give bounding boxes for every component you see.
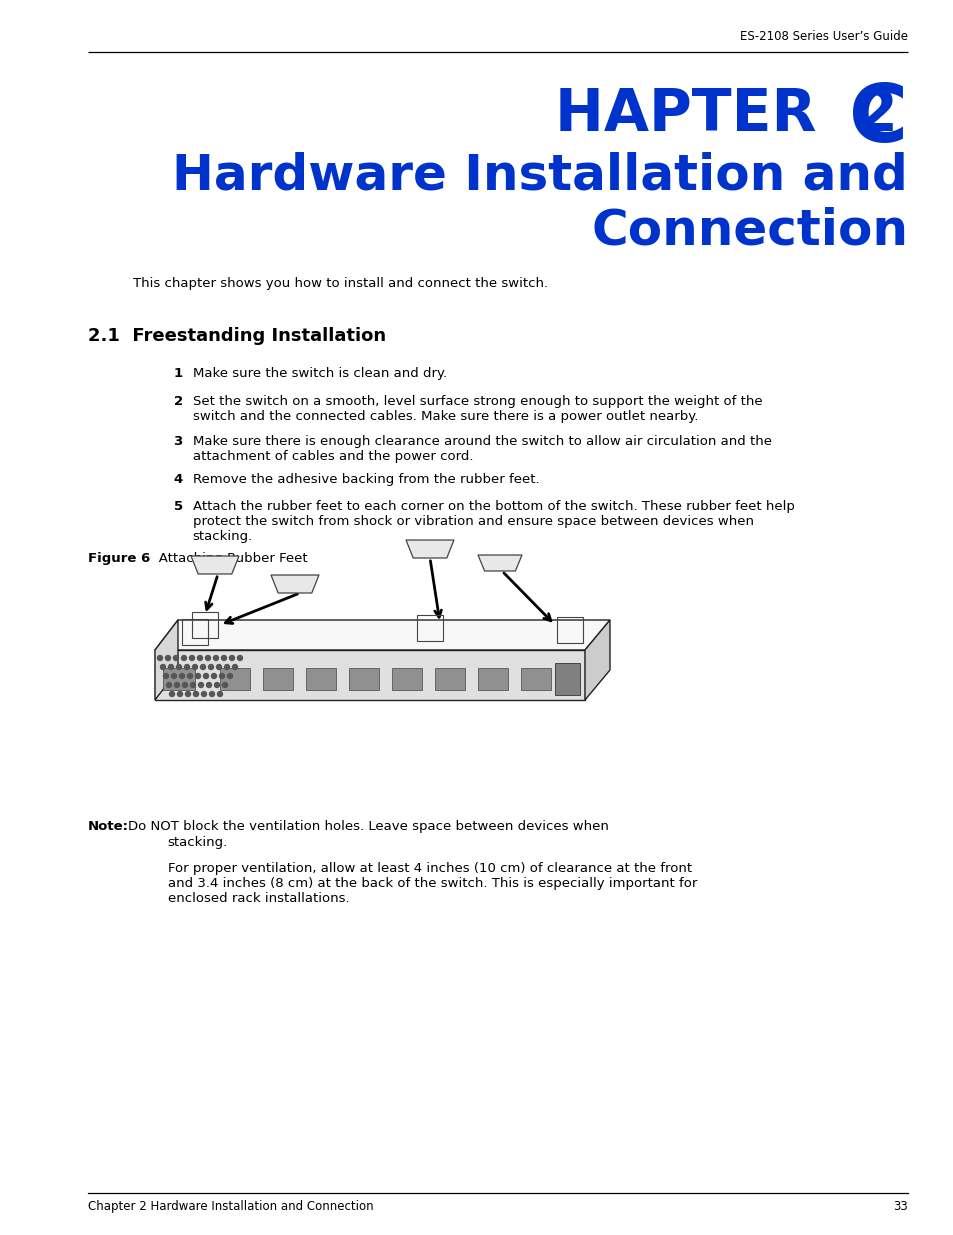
Circle shape	[224, 664, 230, 669]
Polygon shape	[306, 668, 335, 690]
Circle shape	[212, 673, 216, 678]
Text: Hardware Installation and: Hardware Installation and	[172, 151, 907, 199]
Circle shape	[176, 664, 181, 669]
Circle shape	[219, 673, 224, 678]
Circle shape	[167, 683, 172, 688]
Polygon shape	[154, 650, 584, 700]
Polygon shape	[406, 540, 454, 558]
Text: 2.1  Freestanding Installation: 2.1 Freestanding Installation	[88, 327, 385, 345]
Circle shape	[221, 656, 226, 661]
Circle shape	[182, 683, 188, 688]
Circle shape	[206, 683, 212, 688]
Polygon shape	[163, 668, 194, 690]
Text: ES-2108 Series User’s Guide: ES-2108 Series User’s Guide	[740, 30, 907, 43]
Text: Make sure the switch is clean and dry.: Make sure the switch is clean and dry.	[193, 367, 446, 380]
Polygon shape	[154, 620, 609, 650]
Circle shape	[174, 683, 179, 688]
Text: Figure 6: Figure 6	[88, 552, 150, 564]
Circle shape	[197, 656, 202, 661]
Polygon shape	[263, 668, 293, 690]
Polygon shape	[154, 620, 178, 700]
Text: Connection: Connection	[591, 206, 907, 254]
Circle shape	[213, 656, 218, 661]
Text: 1: 1	[173, 367, 183, 380]
Circle shape	[190, 656, 194, 661]
Circle shape	[173, 656, 178, 661]
Circle shape	[214, 683, 219, 688]
Circle shape	[216, 664, 221, 669]
Text: 4: 4	[173, 473, 183, 487]
Circle shape	[227, 673, 233, 678]
Polygon shape	[555, 663, 579, 695]
Circle shape	[217, 692, 222, 697]
Text: 2: 2	[173, 395, 183, 408]
Circle shape	[179, 673, 184, 678]
Circle shape	[210, 692, 214, 697]
Circle shape	[157, 656, 162, 661]
Circle shape	[200, 664, 205, 669]
Circle shape	[188, 673, 193, 678]
Circle shape	[191, 683, 195, 688]
Circle shape	[198, 683, 203, 688]
Text: C: C	[848, 82, 907, 159]
Text: Attach the rubber feet to each corner on the bottom of the switch. These rubber : Attach the rubber feet to each corner on…	[193, 500, 794, 543]
Text: 33: 33	[893, 1200, 907, 1213]
Circle shape	[184, 664, 190, 669]
Circle shape	[177, 692, 182, 697]
Circle shape	[170, 692, 174, 697]
Polygon shape	[392, 668, 421, 690]
Text: This chapter shows you how to install and connect the switch.: This chapter shows you how to install an…	[132, 277, 547, 290]
Text: Attaching Rubber Feet: Attaching Rubber Feet	[146, 552, 307, 564]
Text: For proper ventilation, allow at least 4 inches (10 cm) of clearance at the fron: For proper ventilation, allow at least 4…	[168, 862, 697, 905]
Circle shape	[185, 692, 191, 697]
Circle shape	[165, 656, 171, 661]
Circle shape	[209, 664, 213, 669]
Circle shape	[181, 656, 186, 661]
Circle shape	[203, 673, 209, 678]
Circle shape	[222, 683, 227, 688]
Polygon shape	[435, 668, 464, 690]
Polygon shape	[584, 620, 609, 700]
Polygon shape	[220, 668, 250, 690]
Circle shape	[237, 656, 242, 661]
Circle shape	[205, 656, 211, 661]
Circle shape	[193, 692, 198, 697]
Circle shape	[195, 673, 200, 678]
Polygon shape	[271, 576, 318, 593]
Circle shape	[169, 664, 173, 669]
Circle shape	[163, 673, 169, 678]
Text: Make sure there is enough clearance around the switch to allow air circulation a: Make sure there is enough clearance arou…	[193, 435, 771, 463]
Text: Chapter 2 Hardware Installation and Connection: Chapter 2 Hardware Installation and Conn…	[88, 1200, 373, 1213]
Polygon shape	[191, 556, 239, 574]
Circle shape	[201, 692, 206, 697]
Circle shape	[193, 664, 197, 669]
Polygon shape	[477, 555, 521, 571]
Text: Do NOT block the ventilation holes. Leave space between devices when: Do NOT block the ventilation holes. Leav…	[128, 820, 608, 832]
Polygon shape	[349, 668, 378, 690]
Circle shape	[230, 656, 234, 661]
Text: stacking.: stacking.	[168, 836, 228, 848]
Polygon shape	[477, 668, 507, 690]
Circle shape	[160, 664, 165, 669]
Circle shape	[172, 673, 176, 678]
Circle shape	[233, 664, 237, 669]
Text: 5: 5	[173, 500, 183, 513]
Text: 3: 3	[173, 435, 183, 448]
Text: Note:: Note:	[88, 820, 129, 832]
Text: Remove the adhesive backing from the rubber feet.: Remove the adhesive backing from the rub…	[193, 473, 538, 487]
Text: Set the switch on a smooth, level surface strong enough to support the weight of: Set the switch on a smooth, level surfac…	[193, 395, 761, 424]
Polygon shape	[520, 668, 551, 690]
Text: HAPTER  2: HAPTER 2	[555, 85, 898, 142]
